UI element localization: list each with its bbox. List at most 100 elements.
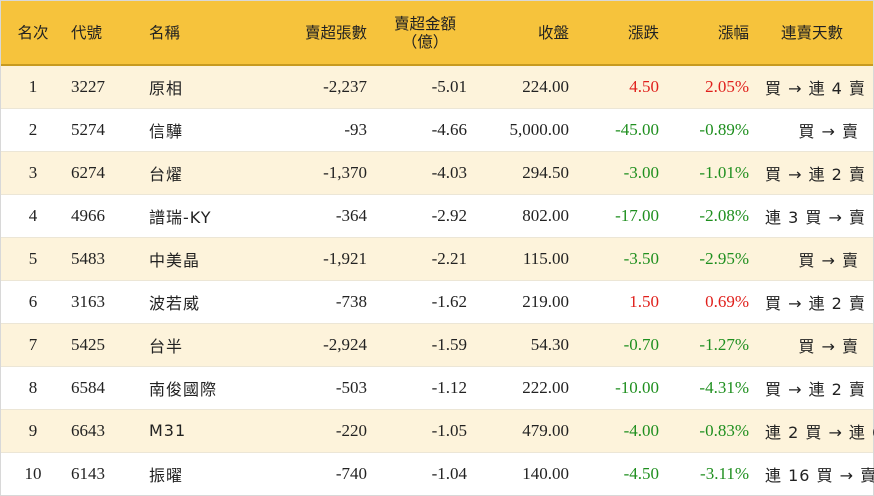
header-streak: 連賣天數 xyxy=(757,1,873,66)
table-row: 9 6643 M31 -220 -1.05 479.00 -4.00 -0.83… xyxy=(1,409,874,453)
net-sell-amount-cell: -4.66 xyxy=(375,108,475,152)
net-sell-amount-cell: -2.21 xyxy=(375,237,475,281)
header-rank: 名次 xyxy=(1,1,65,66)
change-cell: -4.00 xyxy=(577,409,667,453)
table-row: 7 5425 台半 -2,924 -1.59 54.30 -0.70 -1.27… xyxy=(1,323,873,367)
net-sell-volume-cell: -1,921 xyxy=(259,237,375,281)
close-price-cell: 222.00 xyxy=(475,366,577,410)
code-cell: 3163 xyxy=(65,280,135,324)
streak-cell: 買 → 連 2 賣 xyxy=(757,280,873,324)
name-cell: 南俊國際 xyxy=(135,366,259,410)
code-cell: 5483 xyxy=(65,237,135,281)
name-cell: 台燿 xyxy=(135,151,259,195)
code-cell: 5425 xyxy=(65,323,135,367)
table-row: 8 6584 南俊國際 -503 -1.12 222.00 -10.00 -4.… xyxy=(1,366,873,410)
rank-cell: 9 xyxy=(1,409,65,453)
rank-cell: 10 xyxy=(24,463,42,483)
close-price-cell: 140.00 xyxy=(522,463,569,483)
close-price-cell: 115.00 xyxy=(475,237,577,281)
table-row: 4 4966 譜瑞-KY -364 -2.92 802.00 -17.00 -2… xyxy=(1,194,873,238)
table-row: 6 3163 波若威 -738 -1.62 219.00 1.50 0.69% … xyxy=(1,280,873,324)
change-pct-cell: 0.69% xyxy=(667,280,757,324)
change-cell: -0.70 xyxy=(577,323,667,367)
table-row: 10 6143 振曜 -740 -1.04 140.00 -4.50 -3.11… xyxy=(1,452,874,495)
close-price-cell: 54.30 xyxy=(475,323,577,367)
streak-cell: 買 → 連 4 賣 xyxy=(757,65,873,109)
header-change: 漲跌 xyxy=(577,1,667,66)
rank-cell: 8 xyxy=(1,366,65,410)
table-row: 2 5274 信驊 -93 -4.66 5,000.00 -45.00 -0.8… xyxy=(1,108,873,152)
header-row: 名次 代號 名稱 賣超張數 賣超金額 （億） 收盤 漲跌 漲幅 連賣天數 xyxy=(1,1,873,66)
streak-cell: 買 → 賣 xyxy=(757,323,873,367)
net-sell-amount-cell: -1.04 xyxy=(431,463,467,483)
change-pct-cell: -3.11% xyxy=(700,463,749,483)
header-name: 名稱 xyxy=(135,1,259,66)
net-sell-amount-cell: -4.03 xyxy=(375,151,475,195)
change-cell: 4.50 xyxy=(577,65,667,109)
change-cell: -10.00 xyxy=(577,366,667,410)
name-cell: 台半 xyxy=(135,323,259,367)
change-pct-cell: -0.89% xyxy=(667,108,757,152)
close-price-cell: 802.00 xyxy=(475,194,577,238)
change-pct-cell: -2.08% xyxy=(667,194,757,238)
net-sell-volume-cell: -364 xyxy=(259,194,375,238)
header-net-sell-volume: 賣超張數 xyxy=(259,1,375,66)
net-sell-volume-cell: -740 xyxy=(335,463,367,483)
code-cell: 6584 xyxy=(65,366,135,410)
streak-cell: 連 16 買 → 賣 xyxy=(765,465,874,485)
close-price-cell: 224.00 xyxy=(475,65,577,109)
header-code: 代號 xyxy=(65,1,135,66)
net-sell-amount-cell: -5.01 xyxy=(375,65,475,109)
code-cell: 4966 xyxy=(65,194,135,238)
close-price-cell: 5,000.00 xyxy=(475,108,577,152)
table-row: 5 5483 中美晶 -1,921 -2.21 115.00 -3.50 -2.… xyxy=(1,237,873,281)
table-row: 3 6274 台燿 -1,370 -4.03 294.50 -3.00 -1.0… xyxy=(1,151,873,195)
rank-cell: 7 xyxy=(1,323,65,367)
name-cell: 原相 xyxy=(135,65,259,109)
streak-cell: 買 → 連 2 賣 xyxy=(757,151,873,195)
net-sell-amount-cell: -1.05 xyxy=(375,409,475,453)
header-net-sell-amount: 賣超金額 （億） xyxy=(375,1,475,66)
net-sell-volume-cell: -2,924 xyxy=(259,323,375,367)
code-cell: 6274 xyxy=(65,151,135,195)
streak-cell: 連 2 買 → 連 6 賣 xyxy=(757,409,874,453)
change-pct-cell: -2.95% xyxy=(667,237,757,281)
change-pct-cell: -1.01% xyxy=(667,151,757,195)
change-cell: -17.00 xyxy=(577,194,667,238)
net-sell-volume-cell: -738 xyxy=(259,280,375,324)
net-sell-volume-cell: -1,370 xyxy=(259,151,375,195)
close-price-cell: 294.50 xyxy=(475,151,577,195)
rank-cell: 3 xyxy=(1,151,65,195)
name-cell: 信驊 xyxy=(135,108,259,152)
table-body: 1 3227 原相 -2,237 -5.01 224.00 4.50 2.05%… xyxy=(1,65,874,495)
streak-cell: 買 → 賣 xyxy=(757,108,873,152)
net-sell-amount-cell: -1.62 xyxy=(375,280,475,324)
code-cell: 6643 xyxy=(65,409,135,453)
name-cell: 振曜 xyxy=(149,465,184,485)
table-row: 1 3227 原相 -2,237 -5.01 224.00 4.50 2.05%… xyxy=(1,65,873,109)
net-sell-amount-cell: -1.12 xyxy=(375,366,475,410)
name-cell: M31 xyxy=(135,409,259,453)
streak-cell: 買 → 連 2 賣 xyxy=(757,366,873,410)
name-cell: 波若威 xyxy=(135,280,259,324)
change-pct-cell: -0.83% xyxy=(667,409,757,453)
net-sell-volume-cell: -2,237 xyxy=(259,65,375,109)
rank-cell: 2 xyxy=(1,108,65,152)
change-cell: -3.50 xyxy=(577,237,667,281)
change-cell: -4.50 xyxy=(623,463,659,483)
streak-cell: 買 → 賣 xyxy=(757,237,873,281)
rank-cell: 1 xyxy=(1,65,65,109)
header-net-sell-amount-line1: 賣超金額 xyxy=(393,14,456,33)
streak-cell: 連 3 買 → 賣 xyxy=(757,194,873,238)
net-sell-volume-cell: -93 xyxy=(259,108,375,152)
net-sell-amount-cell: -2.92 xyxy=(375,194,475,238)
header-net-sell-amount-line2: （億） xyxy=(401,32,449,51)
rank-cell: 6 xyxy=(1,280,65,324)
code-cell: 5274 xyxy=(65,108,135,152)
change-cell: -3.00 xyxy=(577,151,667,195)
change-pct-cell: -4.31% xyxy=(667,366,757,410)
net-sell-volume-cell: -503 xyxy=(259,366,375,410)
net-sell-amount-cell: -1.59 xyxy=(375,323,475,367)
